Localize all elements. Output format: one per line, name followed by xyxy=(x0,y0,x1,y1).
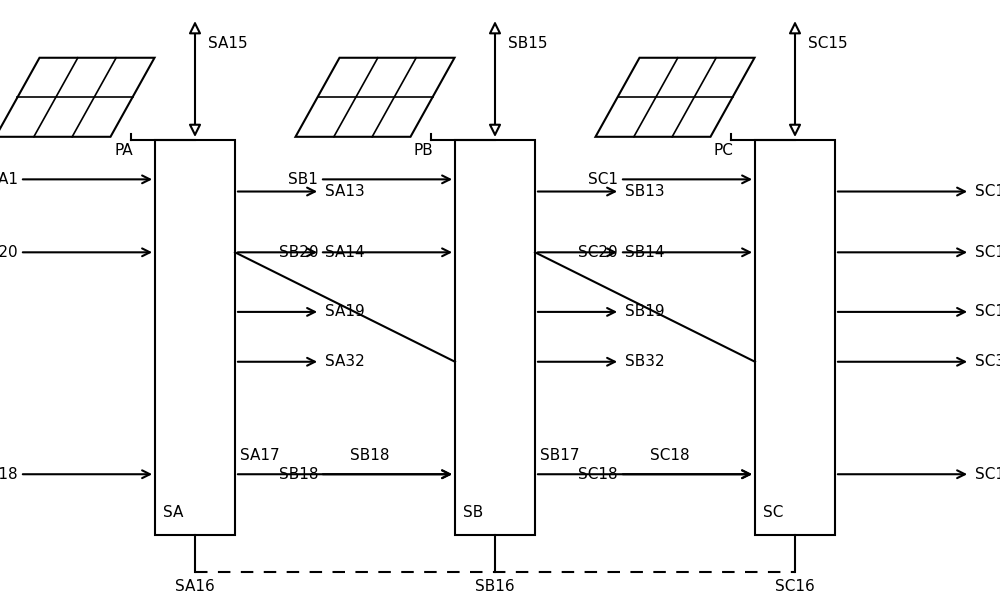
Text: PC: PC xyxy=(713,143,733,158)
Text: SA15: SA15 xyxy=(208,36,248,52)
Text: SA32: SA32 xyxy=(325,354,365,369)
Text: SC19: SC19 xyxy=(975,305,1000,319)
Bar xyxy=(155,140,235,535)
Text: SC14: SC14 xyxy=(975,245,1000,260)
Text: SB18: SB18 xyxy=(278,467,318,482)
Polygon shape xyxy=(0,58,154,137)
Bar xyxy=(755,140,835,535)
Text: SA19: SA19 xyxy=(325,305,365,319)
Text: SC1: SC1 xyxy=(588,172,618,187)
Text: SA13: SA13 xyxy=(325,184,365,199)
Text: SB18: SB18 xyxy=(350,448,390,463)
Text: SB1: SB1 xyxy=(288,172,318,187)
Bar xyxy=(455,140,535,535)
Text: SC15: SC15 xyxy=(808,36,848,52)
Text: SA14: SA14 xyxy=(325,245,365,260)
Text: SC13: SC13 xyxy=(975,184,1000,199)
Text: PB: PB xyxy=(413,143,433,158)
Text: PA: PA xyxy=(114,143,133,158)
Polygon shape xyxy=(596,58,755,137)
Text: SA: SA xyxy=(163,505,183,520)
Text: SA18: SA18 xyxy=(0,467,18,482)
Text: SC17: SC17 xyxy=(975,467,1000,482)
Text: SA1: SA1 xyxy=(0,172,18,187)
Text: SC20: SC20 xyxy=(578,245,618,260)
Text: SA16: SA16 xyxy=(175,579,215,594)
Text: SB16: SB16 xyxy=(475,579,515,594)
Text: SC32: SC32 xyxy=(975,354,1000,369)
Text: SB15: SB15 xyxy=(508,36,548,52)
Text: SC18: SC18 xyxy=(578,467,618,482)
Text: SB32: SB32 xyxy=(625,354,665,369)
Text: SB20: SB20 xyxy=(278,245,318,260)
Text: SB: SB xyxy=(463,505,483,520)
Text: SA20: SA20 xyxy=(0,245,18,260)
Text: SC16: SC16 xyxy=(775,579,815,594)
Text: SC18: SC18 xyxy=(650,448,690,463)
Text: SB17: SB17 xyxy=(540,448,580,463)
Text: SB13: SB13 xyxy=(625,184,665,199)
Text: SA17: SA17 xyxy=(240,448,280,463)
Text: SC: SC xyxy=(763,505,783,520)
Text: SB19: SB19 xyxy=(625,305,665,319)
Text: SB14: SB14 xyxy=(625,245,664,260)
Polygon shape xyxy=(296,58,454,137)
